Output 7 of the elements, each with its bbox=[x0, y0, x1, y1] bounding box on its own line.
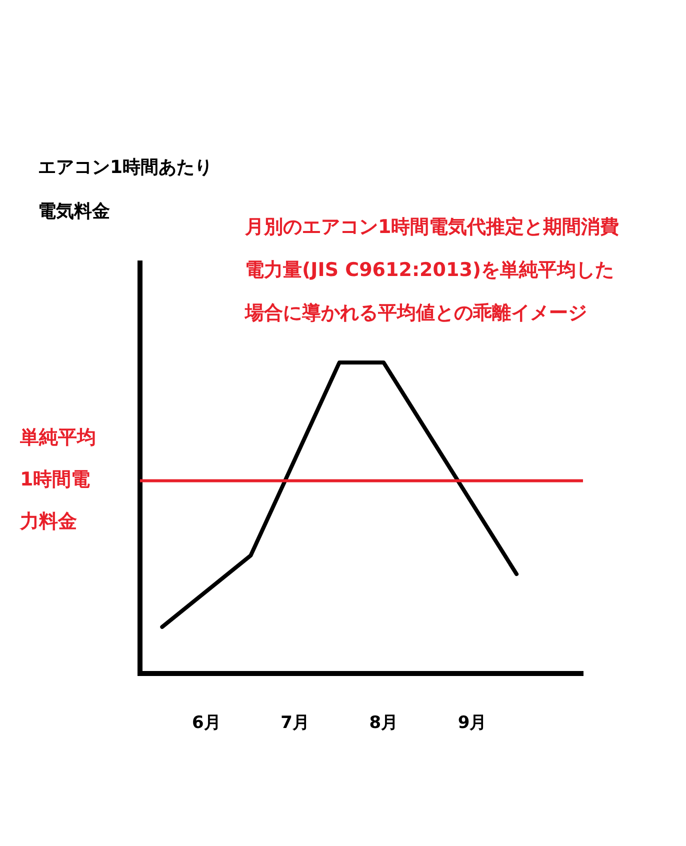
x-tick-label: 6月 bbox=[192, 713, 221, 734]
x-tick-label: 7月 bbox=[280, 713, 310, 734]
text: エアコン1時間あたり電気料金 bbox=[38, 157, 213, 222]
x-tick-label: 9月 bbox=[458, 713, 487, 734]
text: 月別のエアコン1時間電気代推定と期間消費電力量(JIS C9612:2013)を単純平均した場合に導かれる平均値との乖離イメージ bbox=[245, 215, 620, 326]
ref-line-label: 単純平均1時間電力料金 bbox=[19, 426, 96, 533]
x-tick-label: 8月 bbox=[369, 713, 398, 734]
